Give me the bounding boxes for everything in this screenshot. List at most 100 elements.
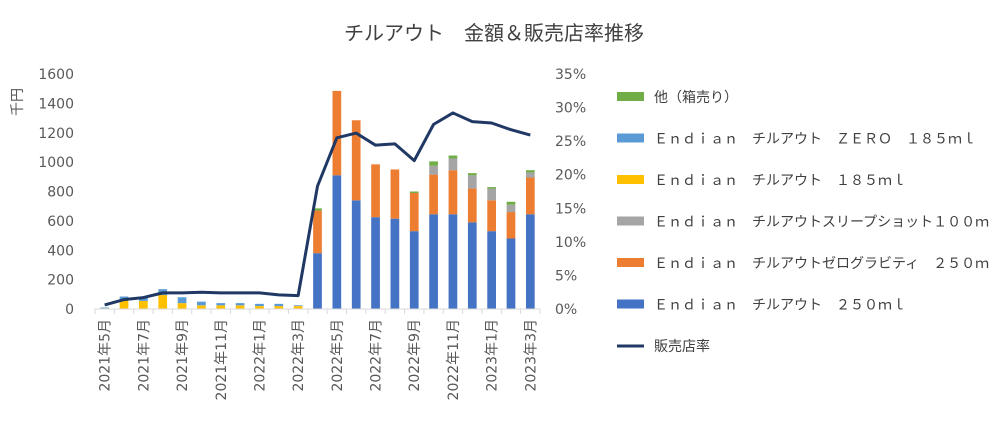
bar-segment xyxy=(313,208,322,211)
legend: 他（箱売り） Ｅｎｄｉａｎ チルアウト ＺＥＲＯ １８５ｍｌ Ｅｎｄｉａｎ チルアウ… xyxy=(617,90,989,355)
bar-segment xyxy=(467,173,477,176)
bar-segment xyxy=(506,204,516,213)
y-tick-label: 400 xyxy=(47,243,74,259)
bar-segment xyxy=(390,169,400,219)
y2-tick-label: 25% xyxy=(555,134,586,150)
bar-segment xyxy=(429,165,438,175)
y-tick-label: 1400 xyxy=(38,96,74,112)
bar-segment xyxy=(197,305,206,309)
x-tick-label: 2021年7月 xyxy=(136,319,152,392)
bar-segment xyxy=(332,90,342,176)
bar-segment xyxy=(409,192,419,232)
legend-label: Ｅｎｄｉａｎ チルアウトスリープショット１００ｍｌ xyxy=(654,215,989,231)
bar-segment xyxy=(409,231,419,309)
y2-tick-label: 35% xyxy=(555,67,586,83)
x-tick-label: 2022年1月 xyxy=(252,319,268,392)
x-tick-label: 2022年3月 xyxy=(291,319,307,392)
legend-swatch xyxy=(617,133,644,143)
bar-segment xyxy=(255,303,264,307)
bar-segment xyxy=(487,200,496,232)
bar-segment xyxy=(351,200,361,309)
bar-segment xyxy=(371,164,380,218)
bar-segment xyxy=(139,300,148,309)
bar-segment xyxy=(313,253,322,309)
legend-swatch xyxy=(617,258,644,267)
bar-segment xyxy=(274,303,284,307)
bar-segment xyxy=(525,172,535,178)
bar-segment xyxy=(332,175,342,309)
legend-label: Ｅｎｄｉａｎ チルアウトゼログラビティ ２５０ｍｌ xyxy=(654,256,989,272)
bar-segment xyxy=(235,305,245,309)
bar-segment xyxy=(467,222,477,309)
x-tick-label: 2023年1月 xyxy=(485,319,501,392)
legend-label: Ｅｎｄｉａｎ チルアウト ＺＥＲＯ １８５ｍｌ xyxy=(654,132,976,148)
bar-segment xyxy=(448,155,458,159)
bar-segment xyxy=(371,217,380,309)
bar-segment xyxy=(448,158,458,171)
bar-segment xyxy=(216,303,226,306)
bar-segment xyxy=(216,305,226,309)
x-tick-label: 2021年9月 xyxy=(175,319,191,392)
bar-segment xyxy=(351,120,361,201)
y-tick-label: 600 xyxy=(47,214,74,230)
bars xyxy=(100,90,535,309)
bar-segment xyxy=(506,201,516,205)
bar-segment xyxy=(525,214,535,309)
bar-segment xyxy=(119,300,129,309)
bar-segment xyxy=(293,305,303,307)
bar-segment xyxy=(429,174,438,215)
y-tick-label: 200 xyxy=(47,273,74,289)
x-axis-ticks: 2021年5月 2021年7月 2021年9月 2021年11月 2022年1月 2022… xyxy=(94,309,541,400)
line-series-path xyxy=(104,111,531,307)
x-tick-label: 2022年7月 xyxy=(369,319,385,392)
y2-tick-label: 30% xyxy=(555,101,586,117)
legend-swatch xyxy=(617,216,644,226)
bar-segment xyxy=(235,303,245,306)
bar-segment xyxy=(467,188,477,223)
y2-tick-label: 15% xyxy=(555,201,586,217)
bar-segment xyxy=(525,177,535,215)
y-axis-ticks: 0 200 400 600 800 1000 1200 1400 1600 xyxy=(38,67,74,318)
bar-segment xyxy=(293,306,303,309)
x-tick-label: 2022年5月 xyxy=(330,319,346,392)
bar-segment xyxy=(313,210,322,254)
bar-segment xyxy=(177,303,187,309)
legend-swatch xyxy=(617,299,644,309)
bar-segment xyxy=(409,191,419,193)
bar-segment xyxy=(525,170,535,173)
bar-segment xyxy=(390,218,400,309)
legend-swatch xyxy=(617,175,644,184)
bar-segment xyxy=(467,175,477,189)
legend-label: Ｅｎｄｉａｎ チルアウト ２５０ｍｌ xyxy=(654,298,906,314)
bar-segment xyxy=(487,231,496,309)
bar-segment xyxy=(429,214,438,309)
bar-segment xyxy=(506,238,516,309)
bar-segment xyxy=(429,161,438,166)
bar-segment xyxy=(177,297,187,304)
y2-tick-label: 5% xyxy=(555,268,577,284)
y-axis-label: 千円 xyxy=(10,88,26,116)
legend-label: Ｅｎｄｉａｎ チルアウト １８５ｍｌ xyxy=(654,173,906,189)
legend-label: 他（箱売り） xyxy=(654,90,738,106)
y-tick-label: 1600 xyxy=(38,67,74,83)
y2-tick-label: 0% xyxy=(555,302,577,318)
y2-axis-ticks: 0% 5% 10% 15% 20% 25% 30% 35% xyxy=(555,67,586,318)
line-series xyxy=(104,111,531,307)
bar-segment xyxy=(100,307,110,309)
y-tick-label: 0 xyxy=(65,302,74,318)
y2-tick-label: 10% xyxy=(555,235,586,251)
bar-segment xyxy=(274,306,284,309)
bar-segment xyxy=(158,295,168,309)
x-tick-label: 2022年11月 xyxy=(446,319,462,400)
bar-segment xyxy=(448,170,458,215)
bar-segment xyxy=(506,212,516,239)
bar-segment xyxy=(487,187,496,189)
bar-segment xyxy=(448,214,458,309)
bar-segment xyxy=(197,301,206,306)
x-tick-label: 2022年9月 xyxy=(407,319,423,392)
y-tick-label: 800 xyxy=(47,185,74,201)
y2-tick-label: 20% xyxy=(555,168,586,184)
bar-segment xyxy=(487,188,496,201)
